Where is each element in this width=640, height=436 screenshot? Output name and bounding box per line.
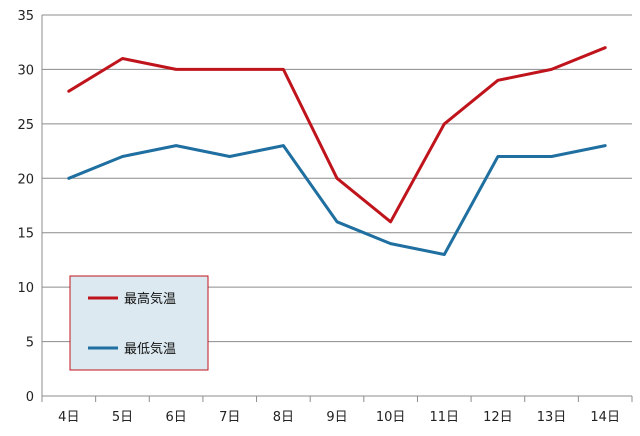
y-tick-label: 25 <box>17 118 34 133</box>
data-point <box>121 57 124 60</box>
series-lines <box>67 46 607 256</box>
y-tick-label: 30 <box>17 63 34 78</box>
data-point <box>335 220 339 224</box>
data-point <box>496 79 500 82</box>
x-tick-label: 5日 <box>112 410 133 425</box>
data-point <box>67 90 71 93</box>
x-tick-label: 6日 <box>165 410 186 425</box>
data-point <box>389 242 392 245</box>
axes <box>41 15 632 397</box>
data-point <box>496 155 500 158</box>
x-tick-label: 11日 <box>429 410 459 425</box>
x-tick-label: 7日 <box>219 410 240 425</box>
data-point <box>282 68 285 71</box>
data-point <box>282 144 285 147</box>
legend: 最高気温 最低気温 <box>69 275 209 371</box>
data-point <box>603 144 607 147</box>
x-tick-label: 10日 <box>376 410 406 425</box>
data-point <box>121 155 124 158</box>
data-point <box>389 220 392 224</box>
legend-label-high: 最高気温 <box>124 291 176 307</box>
x-tick-label: 9日 <box>326 410 347 425</box>
data-point <box>228 155 231 158</box>
y-axis-ticks: 0 5 10 15 20 25 30 35 <box>17 9 34 405</box>
x-axis-ticks: 4日 5日 6日 7日 8日 9日 10日 11日 12日 13日 14日 <box>41 396 633 425</box>
data-point <box>603 46 607 49</box>
y-tick-label: 20 <box>17 172 34 187</box>
data-point <box>550 68 553 71</box>
series-line-1 <box>67 144 607 256</box>
y-tick-label: 5 <box>26 336 34 351</box>
x-tick-label: 14日 <box>590 410 620 425</box>
legend-box <box>69 275 209 371</box>
series-line-0 <box>67 46 607 224</box>
y-tick-label: 35 <box>17 9 34 24</box>
data-point <box>335 177 339 180</box>
data-point <box>174 68 178 71</box>
x-tick-label: 8日 <box>273 410 294 425</box>
data-point <box>443 253 446 256</box>
data-point <box>550 155 553 158</box>
data-point <box>443 122 446 126</box>
y-tick-label: 15 <box>17 227 34 242</box>
data-point <box>228 68 231 71</box>
legend-label-low: 最低気温 <box>124 341 176 357</box>
x-tick-label: 12日 <box>483 410 513 425</box>
data-point <box>174 144 178 147</box>
y-tick-label: 10 <box>17 281 34 296</box>
x-tick-label: 4日 <box>58 410 79 425</box>
data-point <box>67 177 71 180</box>
y-tick-label: 0 <box>26 390 34 405</box>
x-tick-label: 13日 <box>537 410 567 425</box>
